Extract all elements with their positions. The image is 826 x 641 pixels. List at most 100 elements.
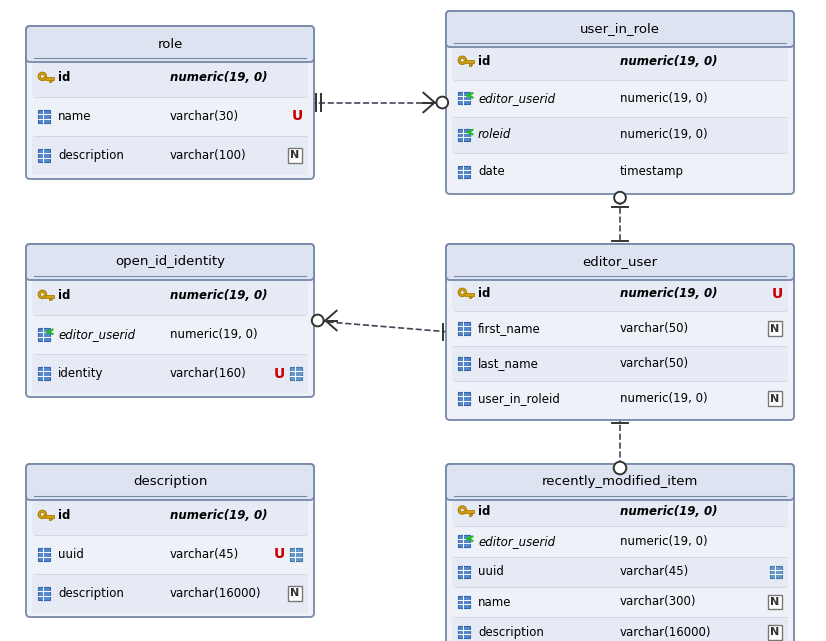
Text: description: description <box>133 476 207 488</box>
Text: editor_user: editor_user <box>582 256 657 269</box>
Text: numeric(19, 0): numeric(19, 0) <box>620 55 718 68</box>
Bar <box>51 297 52 299</box>
FancyBboxPatch shape <box>458 392 470 404</box>
Bar <box>32 136 308 175</box>
Circle shape <box>458 56 467 65</box>
FancyBboxPatch shape <box>446 464 794 500</box>
Circle shape <box>460 290 464 294</box>
Circle shape <box>40 74 45 78</box>
Bar <box>32 482 308 496</box>
Bar <box>469 63 471 66</box>
Text: editor_userid: editor_userid <box>478 535 555 548</box>
Text: N: N <box>771 324 780 333</box>
Bar <box>49 517 50 520</box>
Text: id: id <box>58 71 70 84</box>
Text: user_in_role: user_in_role <box>580 22 660 35</box>
Bar <box>452 276 788 311</box>
Text: U: U <box>273 547 285 562</box>
Text: numeric(19, 0): numeric(19, 0) <box>170 289 268 302</box>
FancyBboxPatch shape <box>290 367 302 379</box>
Circle shape <box>38 72 46 81</box>
Text: varchar(160): varchar(160) <box>170 367 247 380</box>
FancyBboxPatch shape <box>290 549 302 560</box>
FancyBboxPatch shape <box>458 626 470 638</box>
Text: U: U <box>292 110 302 124</box>
Text: user_in_roleid: user_in_roleid <box>478 392 560 405</box>
Circle shape <box>460 508 464 512</box>
Text: N: N <box>771 628 780 637</box>
Text: id: id <box>478 504 491 518</box>
Circle shape <box>38 510 46 519</box>
Text: description: description <box>58 149 124 162</box>
Bar <box>452 262 788 276</box>
Bar <box>452 346 788 381</box>
Text: open_id_identity: open_id_identity <box>115 256 225 269</box>
FancyBboxPatch shape <box>26 26 314 179</box>
Bar <box>32 315 308 354</box>
FancyBboxPatch shape <box>26 26 314 62</box>
Text: numeric(19, 0): numeric(19, 0) <box>620 287 718 300</box>
Bar <box>452 617 788 641</box>
FancyBboxPatch shape <box>458 596 470 608</box>
Text: uuid: uuid <box>58 548 84 561</box>
FancyBboxPatch shape <box>446 244 794 420</box>
Bar <box>51 79 52 81</box>
Text: varchar(45): varchar(45) <box>620 565 689 578</box>
Bar <box>469 513 471 515</box>
Text: N: N <box>291 151 300 160</box>
Circle shape <box>614 192 626 204</box>
Circle shape <box>38 290 46 299</box>
Bar <box>465 510 473 513</box>
Bar <box>32 535 308 574</box>
Bar <box>471 296 472 297</box>
FancyBboxPatch shape <box>38 367 50 379</box>
Bar <box>452 117 788 153</box>
Text: numeric(19, 0): numeric(19, 0) <box>620 92 708 104</box>
Text: N: N <box>291 588 300 599</box>
Bar <box>465 292 473 296</box>
Bar <box>45 515 54 517</box>
Bar <box>469 296 471 298</box>
Text: id: id <box>478 55 491 68</box>
FancyBboxPatch shape <box>38 149 50 162</box>
Bar <box>452 556 788 587</box>
Bar <box>452 482 788 496</box>
Circle shape <box>40 292 45 296</box>
Bar <box>452 79 788 117</box>
FancyBboxPatch shape <box>26 464 314 500</box>
Text: numeric(19, 0): numeric(19, 0) <box>170 509 268 522</box>
Text: uuid: uuid <box>478 565 504 578</box>
FancyBboxPatch shape <box>26 464 314 617</box>
Text: last_name: last_name <box>478 357 539 370</box>
Bar <box>49 79 50 82</box>
Bar <box>471 63 472 65</box>
Text: identity: identity <box>58 367 103 380</box>
Text: numeric(19, 0): numeric(19, 0) <box>620 392 708 405</box>
Text: id: id <box>58 289 70 302</box>
FancyBboxPatch shape <box>458 322 470 335</box>
Bar <box>452 496 788 526</box>
Bar <box>32 58 308 97</box>
Circle shape <box>614 462 626 474</box>
Text: name: name <box>478 595 511 608</box>
Text: roleid: roleid <box>478 128 511 142</box>
Bar <box>465 60 473 63</box>
Circle shape <box>460 58 464 62</box>
FancyBboxPatch shape <box>26 244 314 397</box>
FancyBboxPatch shape <box>38 110 50 122</box>
Text: numeric(19, 0): numeric(19, 0) <box>620 535 708 548</box>
Circle shape <box>436 97 449 108</box>
Text: id: id <box>58 509 70 522</box>
Text: description: description <box>58 587 124 600</box>
FancyBboxPatch shape <box>446 11 794 47</box>
Text: first_name: first_name <box>478 322 541 335</box>
FancyBboxPatch shape <box>458 129 470 141</box>
Text: timestamp: timestamp <box>620 165 684 178</box>
Bar <box>452 153 788 190</box>
Text: description: description <box>478 626 544 639</box>
FancyBboxPatch shape <box>458 92 470 104</box>
Bar <box>452 526 788 556</box>
Text: varchar(50): varchar(50) <box>620 357 689 370</box>
Bar <box>452 587 788 617</box>
FancyBboxPatch shape <box>38 549 50 560</box>
